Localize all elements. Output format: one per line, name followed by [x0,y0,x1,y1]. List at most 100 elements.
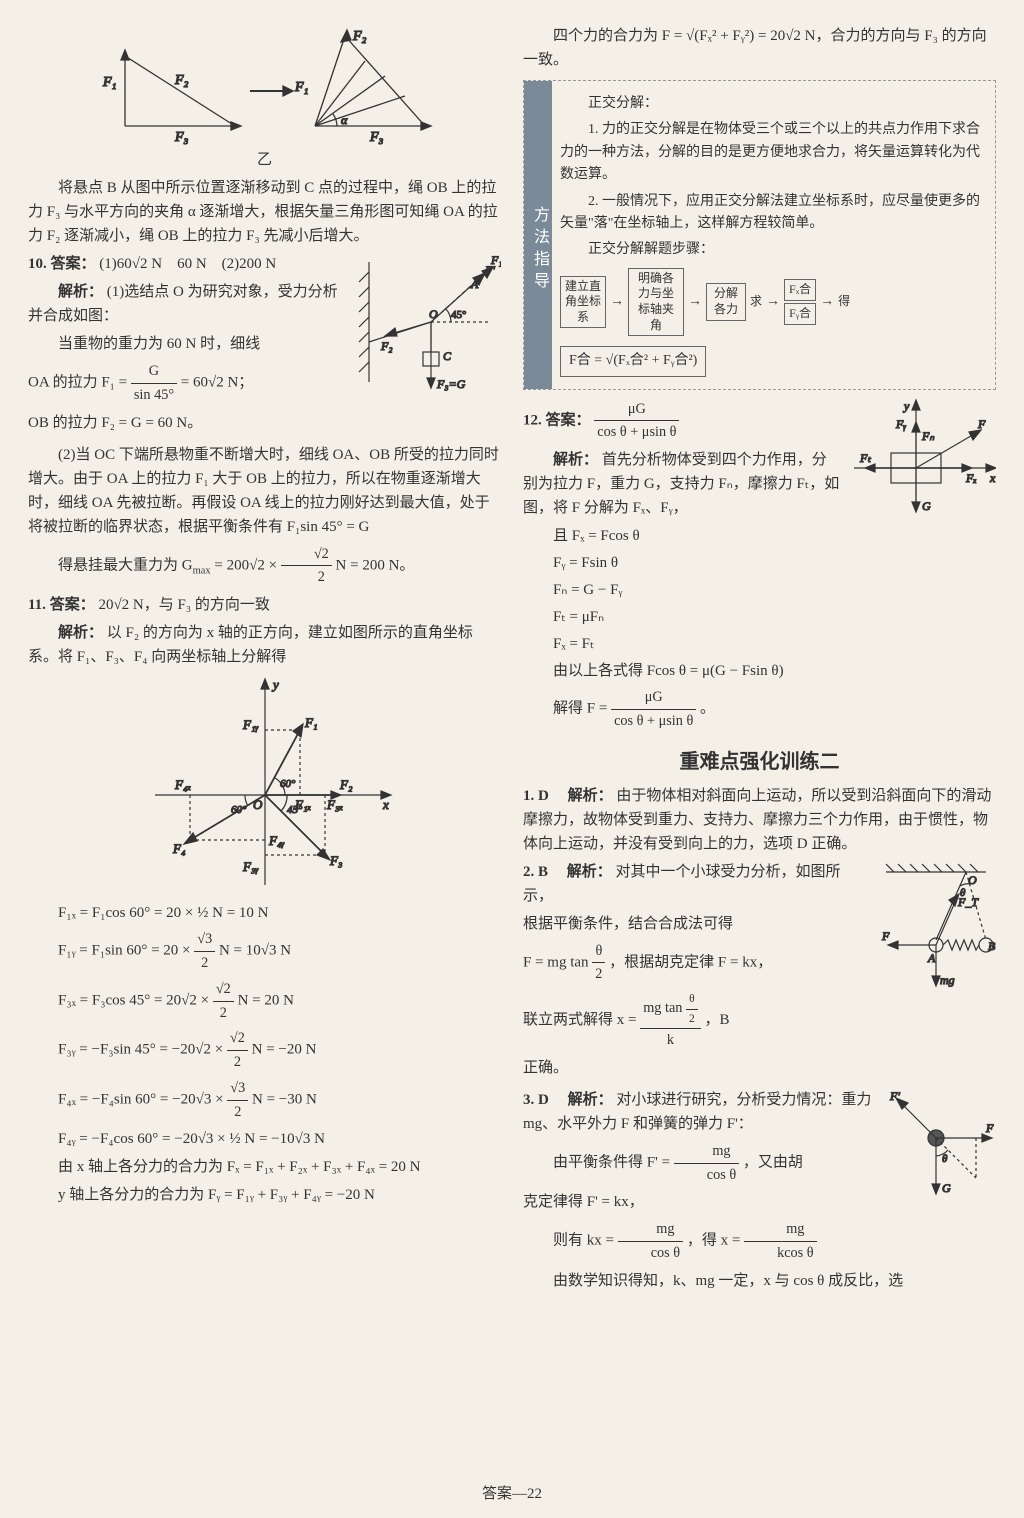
svg-text:F': F' [889,1089,900,1103]
svg-text:A: A [927,951,936,965]
sum-y: y 轴上各分力的合力为 Fᵧ = F₁ᵧ + F₃ᵧ + F₄ᵧ = −20 N [28,1183,501,1207]
a2: O θ B F mg [523,860,996,1084]
flow-qiu: 求 [750,292,762,311]
svg-text:F₃: F₃ [329,853,342,868]
eq-f3y: F₃ᵧ = −F₃sin 45° = −20√2 × √22 N = −20 N [58,1027,501,1074]
arrow-icon: → [820,291,834,313]
a2-num: 2. B [523,864,563,880]
a1: 1. D 解析： 由于物体相对斜面向上运动，所以受到沿斜面向下的滑动摩擦力，故物… [523,784,996,856]
q10-block: 10. 答案： (1)60√2 N 60 N (2)200 N [28,252,501,439]
q11-ans-label: 答案： [50,597,95,613]
svg-text:60°: 60° [231,804,247,816]
q10-jx3: (2)当 OC 下端所悬物重不断增大时，细线 OA、OB 所受的拉力同时增大。由… [28,443,501,539]
svg-text:Fᵧ: Fᵧ [895,417,906,431]
q12-e7: 解得 F = μGcos θ + μsin θ 。 [553,686,996,733]
flow-box-1: 建立直角坐标系 [560,276,606,329]
q12-block: 12. 答案： μGcos θ + μsin θ x y F F [523,398,996,736]
a3-num: 3. D [523,1092,564,1108]
a1-num: 1. D [523,788,564,804]
a3-jx-label: 解析： [568,1092,613,1108]
right-column: 四个力的合力为 F = √(Fₓ² + Fᵧ²) = 20√2 N，合力的方向与… [523,20,996,1301]
svg-text:F₄ᵧ: F₄ᵧ [268,833,284,848]
eq-f1x: F₁ₓ = F₁cos 60° = 20 × ½ N = 10 N [58,901,501,925]
svg-text:F₃: F₃ [174,130,189,145]
r-top1: 四个力的合力为 F = √(Fₓ² + Fᵧ²) = 20√2 N，合力的方向与… [523,24,996,72]
flow-de: 得 [838,292,850,311]
flow-box-4b: Fᵧ合 [784,303,816,325]
page-footer: 答案—22 [0,1482,1024,1506]
a2-jx-label: 解析： [567,864,612,880]
method-tab: 方法指导 [524,81,552,389]
q10-jx-label: 解析： [58,284,103,300]
left-column: F₁ F₂ F₃ α F₁ F₂ F₃ [28,20,501,1301]
m2: 2. 一般情况下，应用正交分解法建立坐标系时，应尽量使更多的矢量"落"在坐标轴上… [560,191,987,236]
eq-f1y: F₁ᵧ = F₁sin 60° = 20 × √32 N = 10√3 N [58,928,501,975]
arrow-icon: → [688,291,702,313]
svg-text:F₂: F₂ [380,339,393,353]
m1: 1. 力的正交分解是在物体受三个或三个以上的共点力作用下求合力的一种方法，分解的… [560,119,987,186]
a3: F' F G θ 3. D 解析： 对小球进行研究，分析受力情况：重力 mg、水… [523,1088,996,1297]
svg-text:F₁: F₁ [304,715,317,730]
q10-eq3: 得悬挂最大重力为 Gmax = 200√2 × √22 N = 200 N。 [28,543,501,590]
svg-text:F₃: F₃ [369,130,384,145]
q11-head: 11. 答案： 20√2 N，与 F₃ 的方向一致 [28,593,501,617]
diagram-q11-axes: x y O F₂ F₁ F₁ᵧ F₁ₓ 60° F₃ [135,675,395,895]
svg-text:F₃ₓ: F₃ₓ [326,797,343,812]
flow-box-3: 分解各力 [706,283,746,320]
arrow-icon: → [610,291,624,313]
q11-jx-label: 解析： [58,625,103,641]
q12-e5: Fₓ = Fₜ [553,632,996,656]
svg-text:F_T: F_T [957,895,979,909]
svg-text:F₂: F₂ [352,29,367,44]
m-formula: F合 = √(Fₓ合² + Fᵧ合²) [560,346,706,376]
svg-text:F₂: F₂ [174,73,189,88]
m-steps: 正交分解解题步骤： [560,239,987,261]
svg-text:45°: 45° [451,309,466,321]
flow-box-4a: Fₓ合 [784,279,816,301]
svg-text:F₁: F₁ [102,75,116,90]
q10-eq1-pre: OA 的拉力 F₁ = [28,375,131,391]
svg-text:F: F [977,417,986,431]
q12-jx-label: 解析： [553,452,598,468]
svg-text:F₁: F₁ [294,80,308,95]
q10-ans: (1)60√2 N 60 N (2)200 N [99,256,276,272]
diagram-a2: O θ B F mg [876,860,996,990]
svg-text:mg: mg [940,973,955,987]
sum-x: 由 x 轴上各分力的合力为 Fₓ = F₁ₓ + F₂ₓ + F₃ₓ + F₄ₓ… [28,1155,501,1179]
svg-text:F₄ₓ: F₄ₓ [174,777,191,792]
svg-text:60°: 60° [280,778,296,790]
q10-eq1-post: = 60√2 N； [181,375,254,391]
q12-e3: Fₙ = G − Fᵧ [553,578,996,602]
q11-num: 11. [28,597,46,613]
svg-text:Fₜ: Fₜ [859,451,871,465]
diagram-q10: 45° O A F' F₁ F₂ C F₃=G [351,252,501,392]
svg-text:θ: θ [942,1153,948,1165]
svg-text:y: y [271,677,279,692]
a1-jx-label: 解析： [568,788,613,804]
svg-text:F: F [985,1121,994,1135]
eq-f4x: F₄ₓ = −F₄sin 60° = −20√3 × √32 N = −30 N [58,1077,501,1124]
q11-ans: 20√2 N，与 F₃ 的方向一致 [98,597,269,613]
q12-e2: Fᵧ = Fsin θ [553,551,996,575]
flow-row: 建立直角坐标系 → 明确各力与坐标轴夹角 → 分解各力 求 → Fₓ合 Fᵧ合 … [560,268,987,336]
q12-e1: 且 Fₓ = Fcos θ [553,524,996,548]
q11-jx: 解析： 以 F₂ 的方向为 x 轴的正方向，建立如图所示的直角坐标系。将 F₁、… [28,621,501,669]
diagram-a3: F' F G θ [886,1088,996,1208]
q10-ans-label: 答案： [51,256,96,272]
diagram-q12: x y F Fᵧ Fₙ Fₓ Fₜ [846,398,996,518]
m-head: 正交分解： [560,93,987,115]
q12-num: 12. [523,412,542,428]
svg-text:F: F [881,929,890,943]
svg-text:F₃=G: F₃=G [436,377,466,391]
svg-text:A: A [470,277,479,291]
svg-text:O: O [429,307,438,321]
eq-f3x: F₃ₓ = F₃cos 45° = 20√2 × √22 N = 20 N [58,978,501,1025]
method-guide-box: 方法指导 正交分解： 1. 力的正交分解是在物体受三个或三个以上的共点力作用下求… [523,80,996,390]
svg-text:α: α [341,113,348,127]
arrow-icon: → [766,291,780,313]
a2d: 联立两式解得 x = mg tan θ2 k ，B [523,990,996,1052]
svg-text:B: B [988,939,996,953]
diagram-triangles: F₁ F₂ F₃ α F₁ F₂ F₃ [85,26,445,146]
diagram-caption-yi: 乙 [28,148,501,172]
svg-text:45°: 45° [287,804,303,816]
